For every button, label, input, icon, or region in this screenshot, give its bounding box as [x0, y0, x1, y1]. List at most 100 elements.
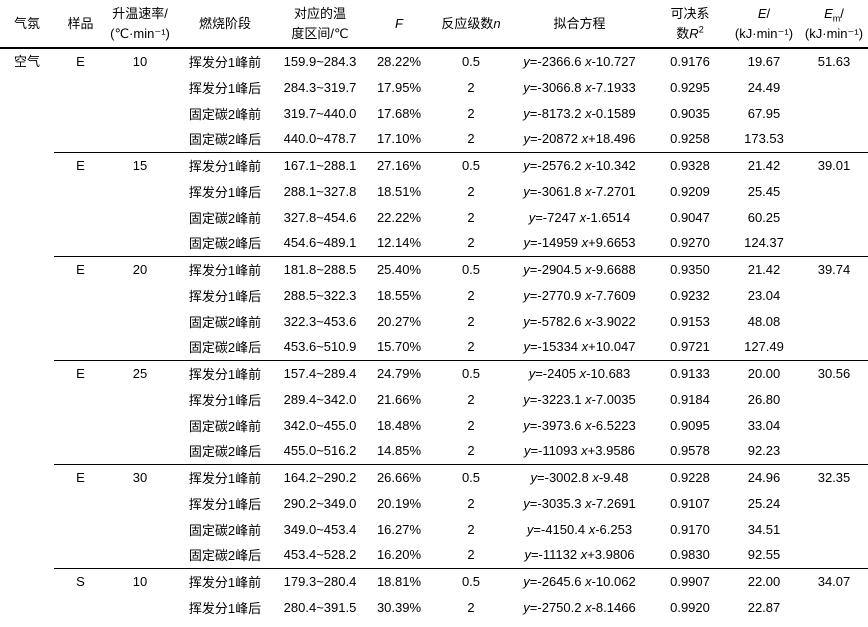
cell-temp-range: 342.0~455.0 [283, 417, 357, 433]
cell-r-squared: 0.9578 [652, 438, 728, 465]
cell-fit-equation: y=-7247 x-1.6514 [528, 209, 631, 225]
cell-r-squared: 0.9721 [652, 334, 728, 361]
cell-e: 24.49 [747, 79, 781, 95]
cell-fit-equation: y=-20872 x+18.496 [507, 126, 652, 153]
cell-heating-rate: 25 [107, 360, 173, 465]
cell-fit-equation: y=-2576.2 x-10.342 [523, 157, 636, 173]
cell-atmosphere: 空气 [13, 54, 40, 69]
cell-temp-range: 280.4~391.5 [283, 599, 357, 615]
cell-f: 20.19% [376, 495, 422, 511]
cell-f: 17.68% [376, 105, 422, 121]
cell-e: 22.87 [747, 599, 781, 615]
cell-r-squared: 0.9035 [670, 105, 710, 121]
cell-r-squared: 0.9270 [652, 230, 728, 257]
cell-fit-equation: y=-3223.1 x-7.0035 [523, 391, 636, 407]
cell-r-squared: 0.9107 [670, 495, 710, 511]
cell-r-squared: 0.9907 [670, 573, 710, 589]
cell-stage: 挥发分1峰前 [188, 366, 262, 382]
cell-f: 26.66% [376, 469, 422, 485]
cell-e: 21.42 [747, 157, 781, 173]
cell-fit-equation: y=-8173.2 x-0.1589 [523, 105, 636, 121]
cell-r-squared: 0.9047 [670, 209, 710, 225]
cell-f: 17.10% [363, 126, 435, 153]
cell-fit-equation: y=-15334 x+10.047 [507, 334, 652, 361]
cell-reaction-order: 0.5 [461, 261, 481, 277]
cell-reaction-order: 0.5 [461, 54, 481, 69]
cell-reaction-order: 2 [467, 287, 475, 303]
col-header-sample: 样品 [54, 0, 107, 49]
cell-reaction-order: 0.5 [461, 365, 481, 381]
cell-e: 67.95 [747, 105, 781, 121]
cell-f: 24.79% [376, 365, 422, 381]
cell-f: 18.51% [376, 183, 422, 199]
cell-fit-equation: y=-3066.8 x-7.1933 [523, 79, 636, 95]
table-row: E 30 挥发分1峰前 164.2~290.2 26.66% 0.5 y=-3002.8 x… [0, 464, 868, 569]
cell-e: 60.25 [747, 209, 781, 225]
header-row: 气氛 样品 升温速率/(℃·min⁻¹) 燃烧阶段 对应的温 度区间/℃ F 反应… [0, 0, 868, 49]
cell-reaction-order: 2 [467, 495, 475, 511]
cell-e: 48.08 [747, 313, 781, 329]
cell-sample: E [54, 360, 107, 465]
cell-f: 28.22% [376, 54, 422, 69]
table-row: 固定碳2峰后 453.6~510.9 15.70% 2 y=-15334 x+10.04… [0, 334, 868, 361]
cell-heating-rate: 20 [107, 256, 173, 361]
table-row: 固定碳2峰前 319.7~440.0 17.68% 2 y=-8173.2 x-0.15… [0, 100, 868, 126]
cell-stage: 固定碳2峰前 [188, 418, 262, 434]
cell-sample: E [54, 48, 107, 153]
cell-sample: E [54, 152, 107, 257]
cell-fit-equation: y=-11093 x+3.9586 [507, 438, 652, 465]
cell-f: 22.22% [376, 209, 422, 225]
table-row: E 15 挥发分1峰前 167.1~288.1 27.16% 0.5 y=-2576.2 x… [0, 152, 868, 257]
cell-temp-range: 319.7~440.0 [283, 105, 357, 121]
cell-r-squared: 0.9328 [670, 157, 710, 173]
cell-temp-range: 288.5~322.3 [283, 287, 357, 303]
cell-reaction-order: 0.5 [461, 573, 481, 589]
table-row: 挥发分1峰后 284.3~319.7 17.95% 2 y=-3066.8 x-7.19… [0, 74, 868, 100]
cell-stage: 挥发分1峰后 [188, 288, 262, 304]
cell-r-squared: 0.9153 [670, 313, 710, 329]
cell-stage: 固定碳2峰前 [188, 106, 262, 122]
cell-e: 34.51 [747, 521, 781, 537]
cell-r-squared: 0.9133 [670, 365, 710, 381]
cell-stage: 固定碳2峰前 [188, 314, 262, 330]
cell-heating-rate: 15 [107, 152, 173, 257]
cell-fit-equation: y=-3061.8 x-7.2701 [523, 183, 636, 199]
cell-e: 25.24 [747, 495, 781, 511]
cell-fit-equation: y=-2366.6 x-10.727 [523, 54, 636, 69]
cell-f: 12.14% [363, 230, 435, 257]
cell-stage: 固定碳2峰后 [173, 334, 277, 361]
cell-temp-range: 167.1~288.1 [283, 157, 357, 173]
cell-r-squared: 0.9170 [670, 521, 710, 537]
cell-e: 23.04 [747, 287, 781, 303]
cell-stage: 挥发分1峰后 [188, 392, 262, 408]
cell-e: 20.00 [747, 365, 781, 381]
cell-r-squared: 0.9228 [670, 469, 710, 485]
cell-fit-equation: y=-4150.4 x-6.253 [526, 521, 633, 537]
cell-r-squared: 0.9184 [670, 391, 710, 407]
cell-stage: 挥发分1峰前 [188, 470, 262, 486]
cell-stage: 固定碳2峰后 [173, 230, 277, 257]
cell-temp-range: 290.2~349.0 [283, 495, 357, 511]
cell-reaction-order: 2 [435, 542, 507, 569]
cell-reaction-order: 0.5 [461, 469, 481, 485]
cell-f: 18.55% [376, 287, 422, 303]
table-row: 挥发分1峰后 289.4~342.0 21.66% 2 y=-3223.1 x-7.00… [0, 386, 868, 412]
cell-temp-range: 440.0~478.7 [277, 126, 363, 153]
cell-stage: 挥发分1峰后 [188, 600, 262, 616]
table-row: 固定碳2峰前 322.3~453.6 20.27% 2 y=-5782.6 x-3.90… [0, 308, 868, 334]
cell-reaction-order: 0.5 [461, 157, 481, 173]
cell-stage: 挥发分1峰前 [188, 55, 262, 70]
cell-em: 34.07 [817, 573, 851, 589]
cell-em: 51.63 [800, 48, 868, 153]
col-header-heating-rate: 升温速率/(℃·min⁻¹) [107, 0, 173, 49]
cell-f: 16.27% [376, 521, 422, 537]
col-header-e: E/(kJ·min⁻¹) [728, 0, 800, 49]
cell-heating-rate: 30 [107, 464, 173, 569]
cell-r-squared: 0.9350 [670, 261, 710, 277]
cell-temp-range: 289.4~342.0 [283, 391, 357, 407]
table-row: E 25 挥发分1峰前 157.4~289.4 24.79% 0.5 y=-2405 x-1… [0, 360, 868, 465]
cell-temp-range: 179.3~280.4 [283, 573, 357, 589]
table-row: 固定碳2峰前 342.0~455.0 18.48% 2 y=-3973.6 x-6.52… [0, 412, 868, 438]
cell-stage: 固定碳2峰前 [188, 522, 262, 538]
table-row: 固定碳2峰前 327.8~454.6 22.22% 2 y=-7247 x-1.6514… [0, 204, 868, 230]
